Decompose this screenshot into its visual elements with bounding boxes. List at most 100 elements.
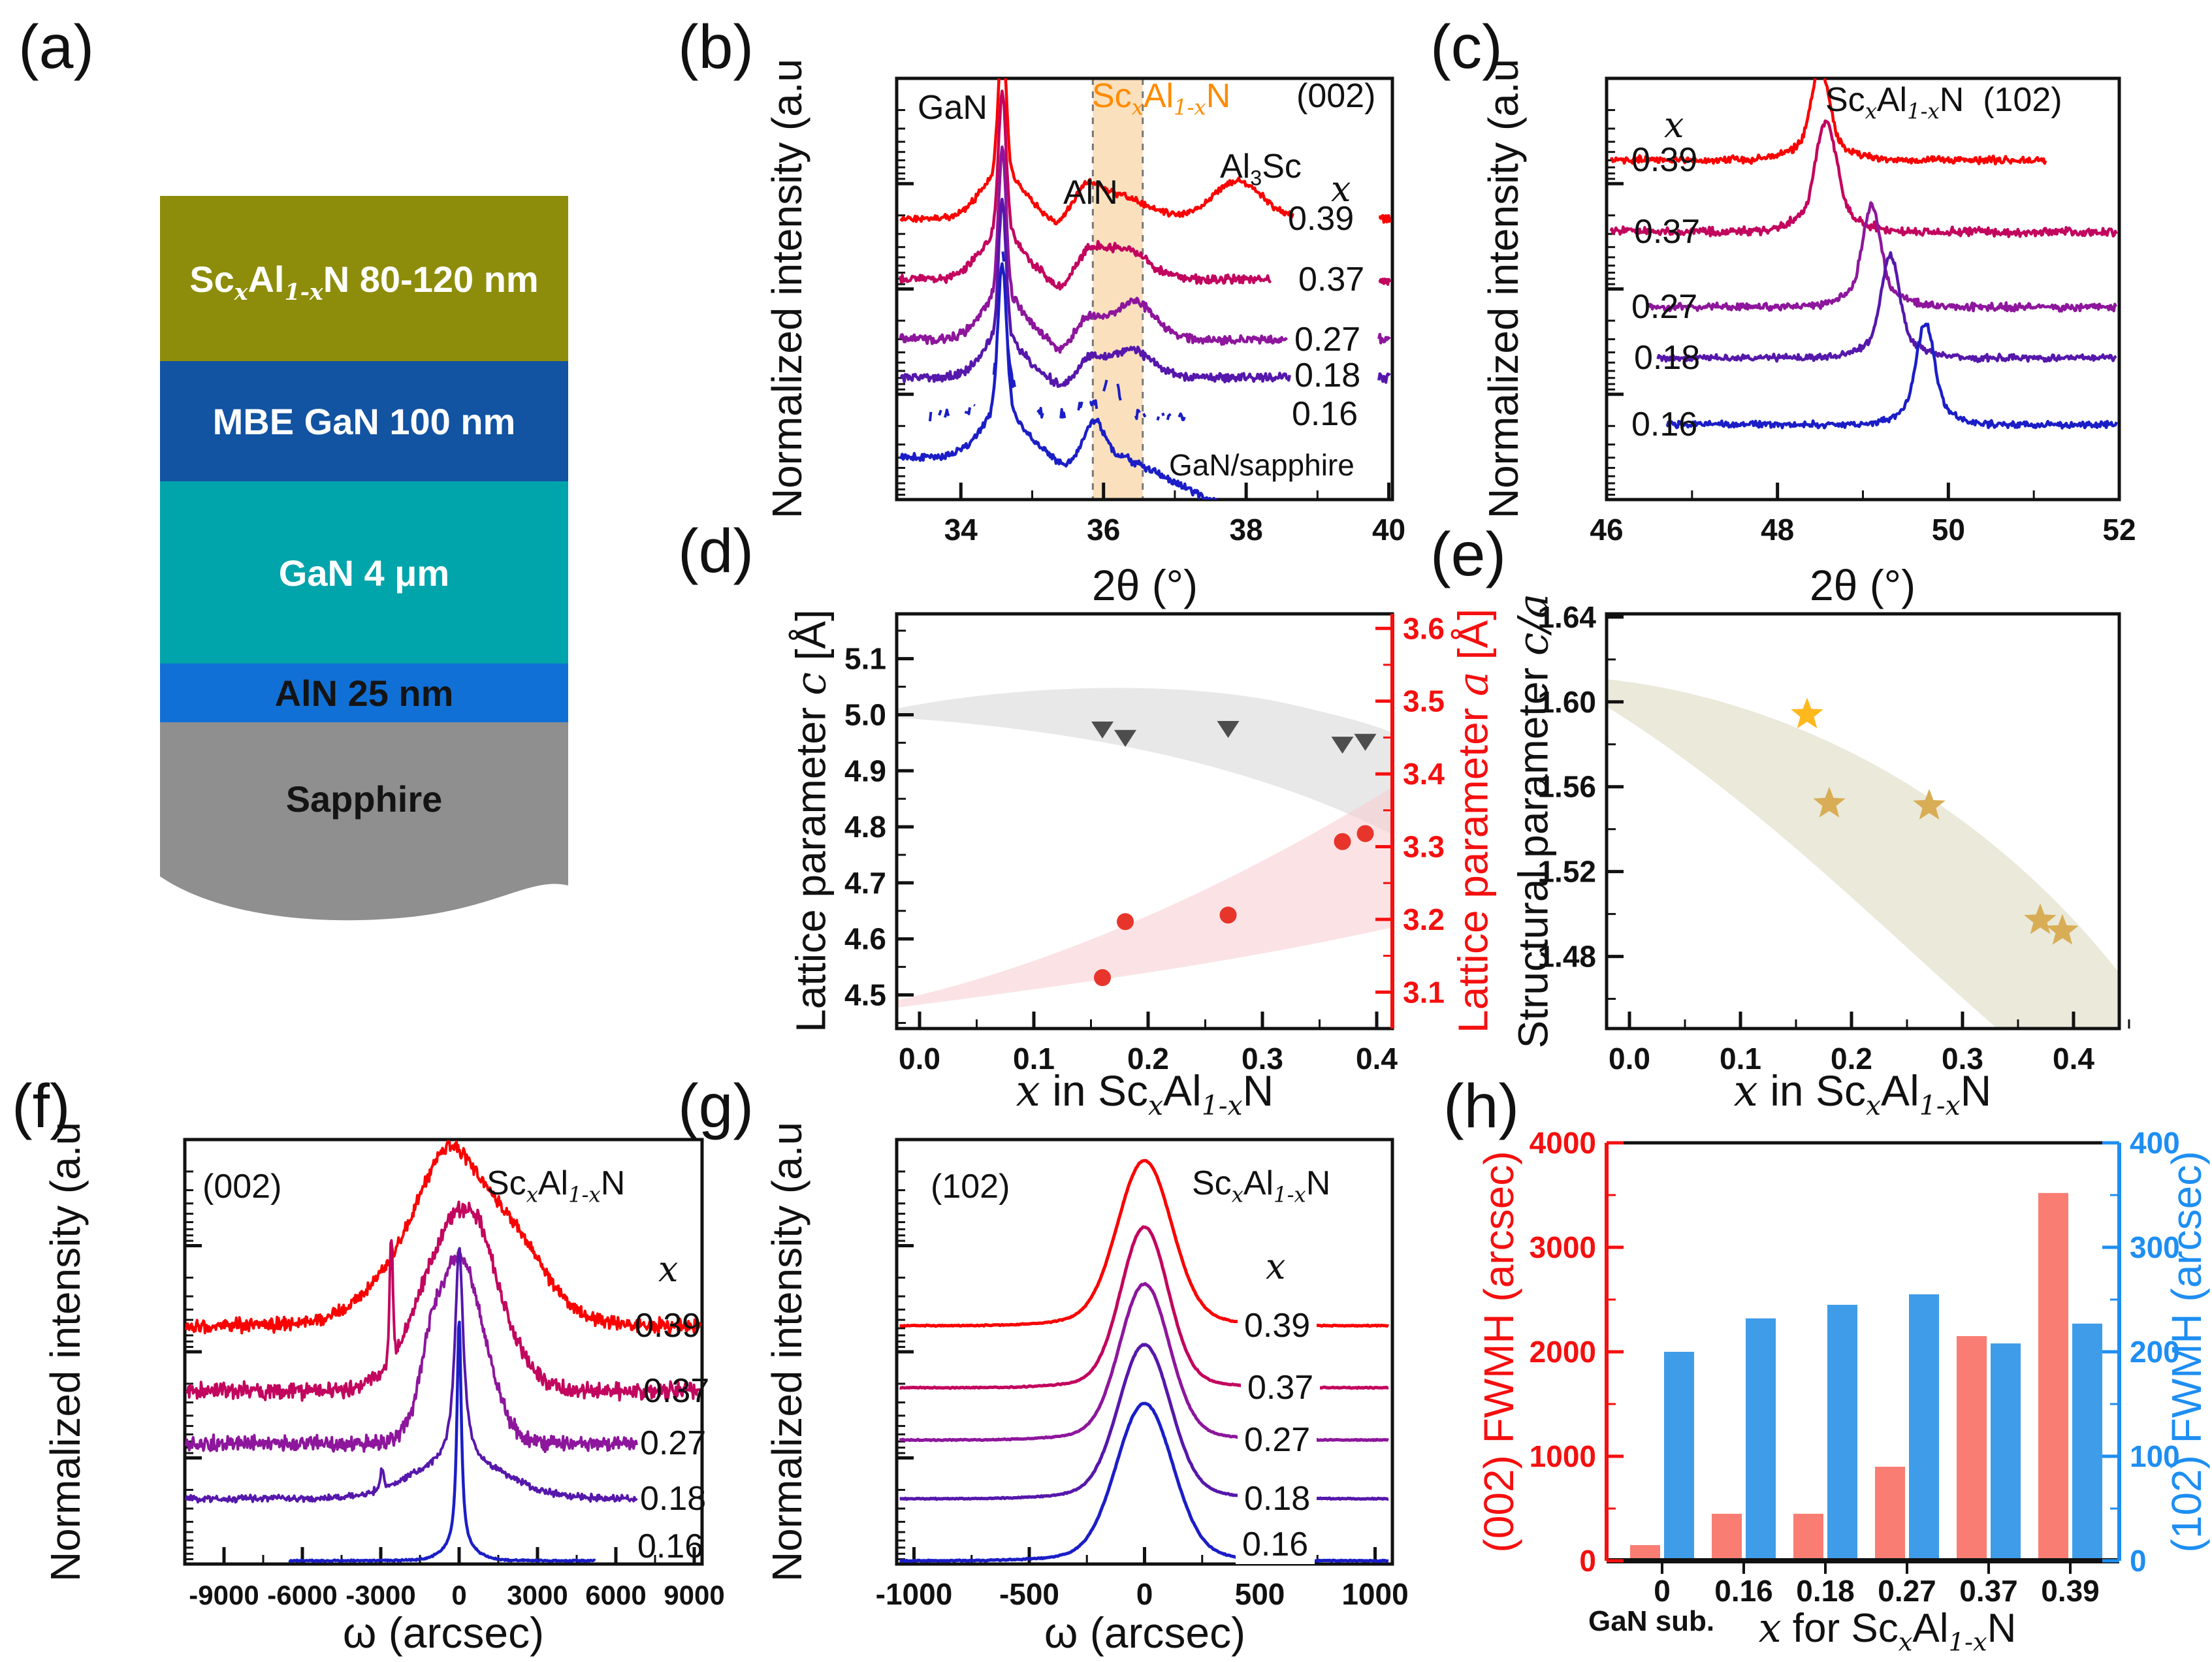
f-series-label-016: 0.16 bbox=[637, 1527, 704, 1565]
formula-al: Al bbox=[537, 1164, 569, 1202]
h-bar-102 bbox=[2072, 1323, 2102, 1561]
layer-sapphire bbox=[160, 722, 568, 921]
formula-sc: Sc bbox=[1097, 1066, 1148, 1115]
y-left-tick-label: 4.8 bbox=[844, 810, 886, 844]
panel-letter-b: (b) bbox=[678, 12, 754, 82]
d-ylabel-right-pre: Lattice parameter bbox=[1449, 696, 1497, 1033]
x-tick-label: 500 bbox=[1235, 1577, 1285, 1611]
x-tick-label: 3000 bbox=[507, 1580, 568, 1610]
y-tick-label: 1.48 bbox=[1537, 940, 1596, 974]
curve-x-0.16 bbox=[1665, 323, 2118, 430]
y-tick-label: 1.60 bbox=[1537, 685, 1596, 719]
formula-n: N bbox=[1987, 1606, 2017, 1651]
curve-x-0.27 bbox=[899, 145, 1391, 354]
formula-sub-x: x bbox=[1231, 1182, 1243, 1207]
h-category-label: 0.16 bbox=[1714, 1574, 1773, 1608]
x-tick-label: 1000 bbox=[1341, 1577, 1408, 1611]
c-reflection-label: (102) bbox=[1983, 81, 2062, 119]
d-ylabel-left: Lattice parameter c [Å] bbox=[787, 609, 836, 1032]
d-point-a-circle bbox=[1219, 906, 1237, 924]
formula-n: N bbox=[1206, 77, 1231, 115]
x-tick-label: 0.1 bbox=[1013, 1042, 1055, 1076]
h-xtitle-x: x bbox=[1758, 1604, 1782, 1652]
b-series-label-039: 0.39 bbox=[1288, 200, 1354, 238]
f-series-label-018: 0.18 bbox=[640, 1480, 707, 1518]
panel-letter-c: (c) bbox=[1430, 12, 1503, 82]
x-tick-label: 52 bbox=[2102, 513, 2136, 547]
x-tick-label: 0.2 bbox=[1127, 1042, 1169, 1076]
y-tick-label: 1.56 bbox=[1537, 770, 1596, 804]
d-ylabel-left-var: c bbox=[787, 672, 836, 696]
x-tick-label: -3000 bbox=[345, 1580, 415, 1610]
x-tick-label: 0.2 bbox=[1831, 1042, 1872, 1076]
layer-label-scaln: ScxAl1-xN 80-120 nm bbox=[160, 258, 568, 306]
curve-x-0.27 bbox=[1648, 201, 2117, 313]
d-gray-band bbox=[897, 688, 1392, 835]
x-tick-label: 0.3 bbox=[1242, 1042, 1283, 1076]
c-series-label-027: 0.27 bbox=[1631, 288, 1698, 326]
formula-sub-x: x bbox=[1865, 99, 1877, 124]
d-point-a-circle bbox=[1356, 825, 1374, 842]
d-ylabel-right: Lattice parameter a [Å] bbox=[1449, 609, 1498, 1033]
panel-letter-e: (e) bbox=[1430, 520, 1507, 589]
e-ylabel-pre: Structural parameter bbox=[1509, 656, 1557, 1049]
b-al3sc-label: Al3Sc bbox=[1220, 149, 1302, 189]
g-scaln-label: ScxAl1-xN bbox=[1192, 1166, 1330, 1206]
formula-sc: Sc bbox=[487, 1164, 526, 1202]
d-ylabel-right-var: a bbox=[1449, 671, 1498, 697]
formula-sub-x: x bbox=[234, 279, 248, 306]
g-series-label-037: 0.37 bbox=[1241, 1368, 1321, 1407]
plot-frame bbox=[1605, 76, 2121, 502]
formula-n: N bbox=[600, 1164, 626, 1202]
h-gan-sub-label: GaN sub. bbox=[1588, 1605, 1715, 1637]
layer-label-mbe-gan: MBE GaN 100 nm bbox=[212, 401, 516, 442]
plot-frame bbox=[1605, 612, 2121, 1031]
c-series-label-037: 0.37 bbox=[1634, 213, 1701, 251]
e-ylabel: Structural parameter c/a bbox=[1509, 594, 1558, 1049]
h-bar-002 bbox=[1875, 1467, 1905, 1561]
h-category-label: 0.37 bbox=[1959, 1574, 2018, 1608]
e-olive-band bbox=[1607, 679, 2119, 1029]
h-bar-002 bbox=[1957, 1336, 1987, 1561]
curve-x-0.16 bbox=[288, 1320, 596, 1563]
curve-x-0.37 bbox=[899, 89, 1392, 291]
h-xtitle: x for ScxAl1-xN bbox=[1759, 1604, 2017, 1657]
d-point-c-triangle bbox=[1114, 729, 1137, 747]
d-xtitle: x in ScxAl1-xN bbox=[1016, 1066, 1274, 1121]
layer-label-gan: GaN 4 μm bbox=[278, 552, 450, 594]
e-xtitle-x: x bbox=[1733, 1066, 1758, 1116]
x-tick-label: -6000 bbox=[267, 1580, 337, 1610]
y-right-tick-label: 3.1 bbox=[1403, 975, 1445, 1009]
f-series-label-027: 0.27 bbox=[640, 1424, 707, 1462]
formula-sub-x: x bbox=[1147, 1090, 1164, 1122]
x-tick-label: 0.4 bbox=[2053, 1042, 2094, 1076]
al3sc-sc: Sc bbox=[1262, 148, 1302, 185]
d-ylabel-left-unit: [Å] bbox=[787, 609, 835, 673]
b-x-header: x bbox=[1331, 168, 1351, 210]
curve-x-0.39 bbox=[899, 78, 1392, 226]
formula-n: N bbox=[1306, 1164, 1331, 1202]
f-xtitle: ω (arcsec) bbox=[342, 1608, 545, 1657]
layer-thickness: 80-120 nm bbox=[349, 259, 539, 300]
formula-sub-1mx: 1-x bbox=[1907, 99, 1940, 124]
curve-x-0.18 bbox=[899, 197, 1391, 389]
h-bar-002 bbox=[2038, 1192, 2068, 1561]
x-tick-label: 34 bbox=[944, 513, 978, 547]
b-series-label-037: 0.37 bbox=[1298, 261, 1365, 298]
formula-sub-1mx: 1-x bbox=[284, 279, 323, 306]
b-xtitle: 2θ (°) bbox=[1091, 561, 1198, 609]
formula-sub-1mx: 1-x bbox=[1948, 1627, 1987, 1657]
x-tick-label: -500 bbox=[999, 1577, 1059, 1611]
g-ylabel: Normalized intensity (a.u bbox=[763, 1121, 810, 1582]
g-xtitle: ω (arcsec) bbox=[1044, 1608, 1246, 1657]
panel-letter-a: (a) bbox=[18, 12, 95, 82]
al3sc-al: Al bbox=[1220, 148, 1251, 185]
panel-letter-f: (f) bbox=[12, 1072, 71, 1141]
x-tick-label: 0 bbox=[451, 1580, 466, 1610]
e-point-star bbox=[1913, 789, 1946, 820]
curve-x-0.39 bbox=[1609, 78, 2047, 166]
b-ylabel: Normalized intensity (a.u bbox=[763, 58, 810, 519]
c-x-header: x bbox=[1664, 104, 1684, 146]
h-xtitle-for: for bbox=[1781, 1606, 1851, 1651]
y-tick-label: 1.52 bbox=[1537, 855, 1596, 889]
